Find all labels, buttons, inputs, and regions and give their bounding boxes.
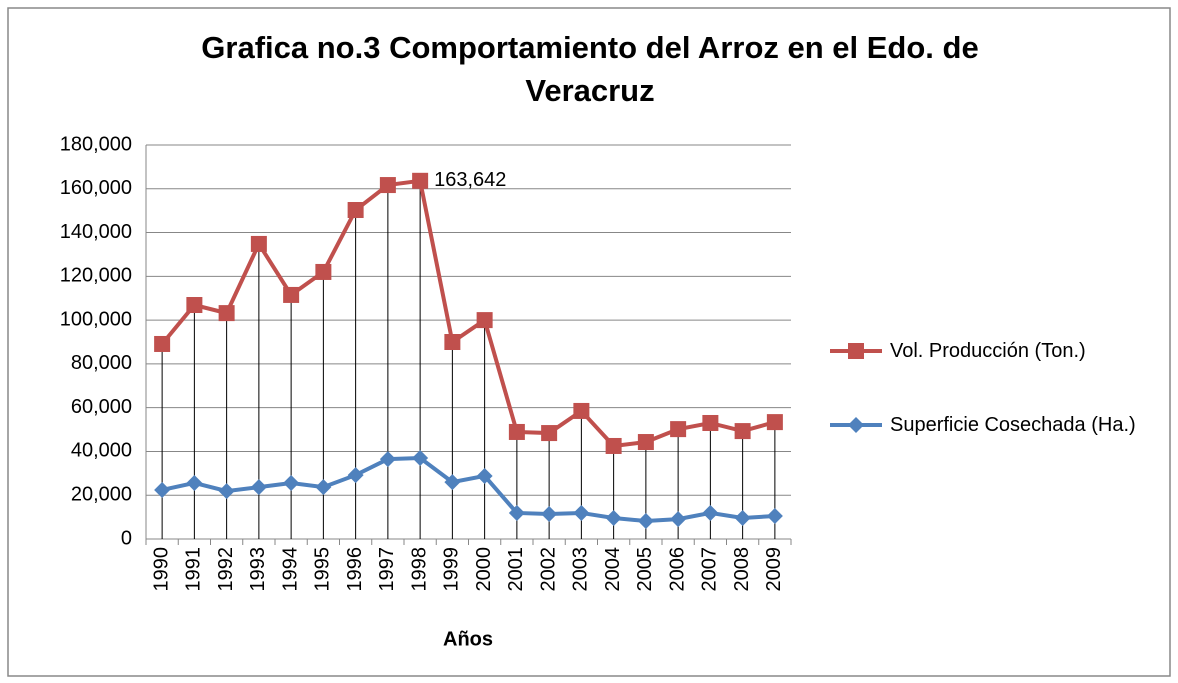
legend-marker bbox=[848, 343, 864, 359]
x-tick-label: 1999 bbox=[441, 547, 463, 592]
y-tick-label: 80,000 bbox=[71, 352, 132, 374]
x-tick-label: 2008 bbox=[731, 547, 753, 592]
data-point bbox=[541, 425, 558, 442]
x-tick-label: 1993 bbox=[247, 547, 269, 592]
chart-border bbox=[7, 7, 1171, 677]
data-point bbox=[766, 508, 783, 525]
x-tick-label: 2003 bbox=[570, 547, 592, 592]
data-point bbox=[412, 172, 429, 189]
data-point bbox=[218, 483, 235, 500]
x-tick-label: 2002 bbox=[537, 547, 559, 592]
y-tick-label: 180,000 bbox=[60, 133, 132, 155]
data-point bbox=[250, 479, 267, 496]
data-point bbox=[250, 235, 267, 252]
data-point bbox=[541, 506, 558, 523]
data-point bbox=[605, 437, 622, 454]
data-point bbox=[573, 504, 590, 521]
x-tick-label: 1992 bbox=[215, 547, 237, 592]
x-tick-label: 2009 bbox=[763, 547, 785, 592]
x-tick-label: 1995 bbox=[312, 547, 334, 592]
data-point bbox=[702, 504, 719, 521]
x-tick-label: 1991 bbox=[183, 547, 205, 592]
data-point bbox=[670, 511, 687, 528]
data-point bbox=[315, 263, 332, 280]
data-point bbox=[379, 451, 396, 468]
x-tick-label: 2001 bbox=[505, 547, 527, 592]
chart-title: Grafica no.3 Comportamiento del Arroz en… bbox=[201, 30, 979, 108]
x-tick-label: 2006 bbox=[666, 547, 688, 592]
data-point bbox=[734, 509, 751, 526]
data-point bbox=[702, 414, 719, 431]
legend-marker bbox=[848, 417, 864, 433]
data-point bbox=[444, 474, 461, 491]
data-point bbox=[573, 402, 590, 419]
data-point bbox=[734, 423, 751, 440]
data-point bbox=[186, 297, 203, 314]
data-point bbox=[283, 286, 300, 303]
data-point bbox=[379, 177, 396, 194]
x-tick-label: 1998 bbox=[408, 547, 430, 592]
y-tick-label: 140,000 bbox=[60, 221, 132, 243]
data-point bbox=[347, 202, 364, 219]
data-point bbox=[444, 334, 461, 350]
data-label: 163,642 bbox=[434, 169, 506, 191]
series-line bbox=[160, 178, 776, 449]
data-point bbox=[766, 414, 783, 431]
x-tick-label: 1997 bbox=[376, 547, 398, 592]
y-tick-label: 100,000 bbox=[60, 308, 132, 330]
data-point bbox=[154, 481, 171, 498]
y-tick-label: 0 bbox=[121, 527, 132, 549]
x-tick-label: 1996 bbox=[344, 547, 366, 592]
data-point bbox=[186, 474, 203, 491]
data-point bbox=[283, 474, 300, 491]
data-point bbox=[347, 467, 364, 484]
data-point bbox=[508, 423, 525, 440]
x-tick-label: 2007 bbox=[699, 547, 721, 592]
y-tick-label: 20,000 bbox=[71, 484, 132, 506]
data-point bbox=[218, 305, 235, 322]
y-tick-label: 60,000 bbox=[71, 396, 132, 418]
data-point bbox=[412, 450, 429, 467]
x-tick-label: 1990 bbox=[150, 547, 172, 592]
x-axis-title: Años bbox=[443, 628, 493, 650]
data-point bbox=[637, 513, 654, 530]
data-point bbox=[476, 467, 493, 484]
data-point bbox=[670, 421, 687, 438]
data-point bbox=[637, 434, 654, 451]
x-tick-label: 2000 bbox=[473, 547, 495, 592]
data-point bbox=[605, 509, 622, 526]
y-tick-label: 160,000 bbox=[60, 177, 132, 199]
legend-label: Superficie Cosechada (Ha.) bbox=[890, 414, 1136, 436]
x-tick-label: 2005 bbox=[634, 547, 656, 592]
data-point bbox=[315, 479, 332, 496]
data-point bbox=[508, 504, 525, 521]
x-tick-label: 1994 bbox=[279, 547, 301, 592]
x-tick-label: 2004 bbox=[602, 547, 624, 592]
data-point bbox=[476, 312, 493, 329]
legend-label: Vol. Producción (Ton.) bbox=[890, 340, 1086, 362]
y-tick-label: 40,000 bbox=[71, 440, 132, 462]
y-tick-label: 120,000 bbox=[60, 265, 132, 287]
data-point bbox=[154, 335, 171, 352]
